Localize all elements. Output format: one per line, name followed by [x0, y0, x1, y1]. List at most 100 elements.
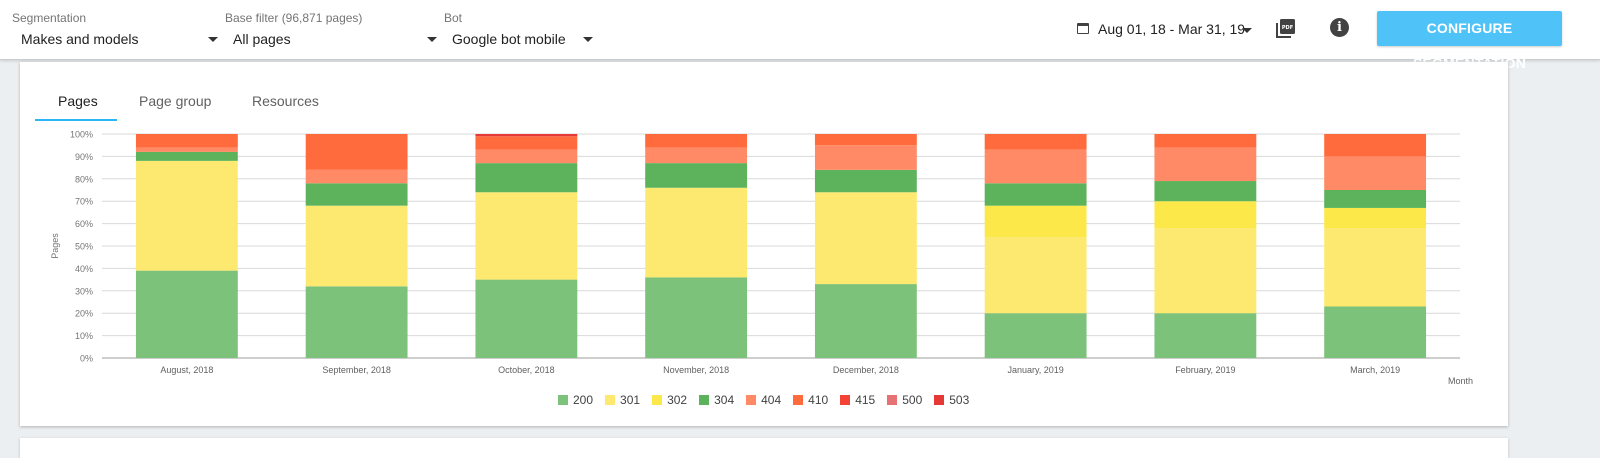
legend-item-415[interactable]: 415	[840, 393, 875, 407]
chart-card: Pages Page group Resources 0% 10% 20% 30% 40…	[20, 62, 1508, 426]
x-tick-label: February, 2019	[1175, 365, 1235, 375]
legend-swatch	[746, 394, 757, 405]
bar-segment-404	[135, 147, 238, 152]
bar-segment-410	[645, 134, 748, 148]
bar-segment-200	[135, 270, 238, 358]
tab-pages[interactable]: Pages	[58, 93, 98, 109]
y-tick-label: 70%	[75, 197, 93, 207]
y-tick-label: 30%	[75, 286, 93, 296]
bar-segment-410	[135, 134, 238, 148]
legend-item-500[interactable]: 500	[887, 393, 922, 407]
legend-item-304[interactable]: 304	[699, 393, 734, 407]
segmentation-label: Segmentation	[12, 11, 87, 25]
bar-segment-404	[1154, 147, 1257, 182]
x-tick-label: September, 2018	[322, 365, 391, 375]
legend-swatch	[793, 394, 804, 405]
bot-value: Google bot mobile	[452, 31, 566, 47]
y-tick-label: 90%	[75, 152, 93, 162]
date-range-picker[interactable]: Aug 01, 18 - Mar 31, 19	[1098, 21, 1246, 37]
bar-segment-304	[984, 183, 1087, 206]
bar-segment-200	[475, 279, 578, 358]
bar-segment-404	[645, 147, 748, 164]
x-axis-label: Month	[1448, 376, 1473, 386]
bar-segment-304	[1324, 190, 1427, 208]
bar-segment-302	[1154, 201, 1257, 229]
bar-segment-304	[1154, 181, 1257, 202]
bar-segment-301	[1154, 228, 1257, 314]
legend-swatch	[699, 394, 710, 405]
bar-segment-404	[814, 145, 917, 170]
info-icon[interactable]: i	[1330, 18, 1349, 37]
bar-segment-404	[1324, 156, 1427, 190]
bar-segment-301	[1324, 228, 1427, 307]
bar-segment-200	[1154, 313, 1257, 358]
chevron-down-icon[interactable]	[1242, 28, 1252, 33]
chevron-down-icon	[427, 37, 437, 42]
top-filter-bar: Segmentation Makes and models Base filte…	[0, 0, 1600, 71]
tab-page-group[interactable]: Page group	[139, 93, 212, 109]
bar-segment-301	[645, 187, 748, 278]
legend-item-503[interactable]: 503	[934, 393, 969, 407]
bar-segment-304	[814, 169, 917, 193]
tab-resources[interactable]: Resources	[252, 93, 319, 109]
legend-item-404[interactable]: 404	[746, 393, 781, 407]
bar-segment-304	[645, 163, 748, 188]
x-tick-label: December, 2018	[833, 365, 899, 375]
chart-legend: 200 301 302 304 404 410 415 500 503	[558, 391, 981, 407]
segmentation-select[interactable]: Segmentation Makes and models	[12, 0, 218, 59]
legend-item-200[interactable]: 200	[558, 393, 593, 407]
pdf-icon[interactable]: PDF	[1275, 17, 1297, 39]
y-tick-label: 40%	[75, 264, 93, 274]
bar-segment-200	[645, 277, 748, 358]
bar-segment-200	[305, 286, 408, 358]
legend-swatch	[605, 394, 616, 405]
bar-segment-410	[1154, 134, 1257, 148]
bar-segment-301	[475, 192, 578, 280]
legend-label: 200	[573, 392, 594, 407]
y-tick-label: 60%	[75, 219, 93, 229]
bar-segment-404	[305, 169, 408, 184]
legend-item-410[interactable]: 410	[793, 393, 828, 407]
legend-label: 301	[620, 392, 641, 407]
bot-select[interactable]: Bot Google bot mobile	[444, 0, 594, 59]
y-tick-label: 0%	[80, 354, 93, 364]
bar-segment-304	[475, 163, 578, 193]
secondary-card	[20, 438, 1508, 458]
bar-segment-200	[984, 313, 1087, 358]
y-tick-label: 10%	[75, 331, 93, 341]
legend-item-302[interactable]: 302	[652, 393, 687, 407]
legend-label: 302	[667, 392, 688, 407]
x-tick-label: January, 2019	[1007, 365, 1063, 375]
y-axis-label: Pages	[50, 233, 60, 259]
configure-segmentation-button[interactable]: CONFIGURE SEGMENTATION	[1377, 11, 1562, 71]
legend-label: 304	[714, 392, 735, 407]
legend-label: 404	[761, 392, 782, 407]
calendar-icon	[1077, 23, 1089, 34]
x-tick-label: August, 2018	[160, 365, 213, 375]
bar-segment-503	[475, 134, 578, 137]
legend-item-301[interactable]: 301	[605, 393, 640, 407]
bar-segment-200	[1324, 306, 1427, 358]
bar-segment-410	[814, 134, 917, 146]
legend-swatch	[934, 394, 945, 405]
bot-label: Bot	[444, 11, 463, 25]
active-tab-indicator	[35, 119, 117, 121]
stacked-bar-chart: 0% 10% 20% 30% 40% 50% 60% 70% 80% 90% 100% Pages Au…	[50, 130, 1473, 387]
legend-swatch	[887, 394, 898, 405]
bar-segment-410	[1324, 134, 1427, 157]
bar-segment-301	[135, 160, 238, 271]
base-filter-value: All pages	[233, 31, 291, 47]
bar-segment-304	[135, 151, 238, 161]
legend-swatch	[840, 394, 851, 405]
y-tick-label: 50%	[75, 242, 93, 252]
legend-swatch	[652, 394, 663, 405]
base-filter-label: Base filter (96,871 pages)	[225, 11, 363, 25]
bar-segment-410	[305, 134, 408, 170]
bar-segment-304	[305, 183, 408, 206]
y-tick-label: 100%	[70, 130, 93, 140]
bar-segment-302	[1324, 207, 1427, 229]
bar-segment-404	[475, 149, 578, 164]
x-tick-label: October, 2018	[498, 365, 555, 375]
chevron-down-icon	[208, 37, 218, 42]
base-filter-select[interactable]: Base filter (96,871 pages) All pages	[225, 0, 437, 59]
